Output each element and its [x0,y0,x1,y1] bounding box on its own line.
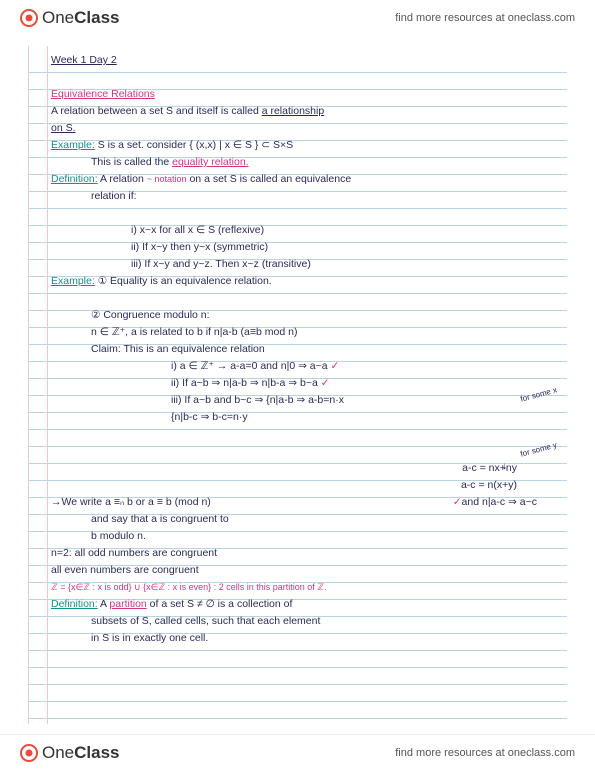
footer-tagline[interactable]: find more resources at oneclass.com [395,747,575,759]
text: ① Equality is an equivalence relation. [95,275,272,287]
text: A [98,598,110,610]
example-label: Example: [51,275,95,287]
blank [51,69,557,86]
text: This is called the [91,156,172,168]
text: S is a set. consider { (x,x) | x ∈ S } ⊂… [95,139,293,151]
section-title: Equivalence Relations [51,88,155,100]
definition-label: Definition: [51,598,98,610]
text-pink: partition [109,598,146,610]
header: OneClass find more resources at oneclass… [0,0,595,36]
congruence-title: ② Congruence modulo n: [51,307,557,324]
logo[interactable]: OneClass [20,8,120,28]
check-icon: ✓ [453,494,462,511]
logo-icon [20,9,38,27]
text: n=2: all odd numbers are congruent [51,545,557,562]
check-icon: ✓ [331,360,340,372]
rule-reflexive: i) x~x for all x ∈ S (reflexive) [51,222,557,239]
rule-symmetric: ii) If x~y then y~x (symmetric) [51,239,557,256]
proof-iii-b: {n|b-c ⇒ b-c=n·y [171,411,248,423]
proof-iii: iii) If a~b and b~c ⇒ {n|a-b ⇒ a-b=n·x [51,392,557,409]
logo-text-class: Class [74,8,119,28]
text: A relation [98,173,144,185]
notes-paper: Week 1 Day 2 Equivalence Relations A rel… [28,46,567,724]
text: n ∈ ℤ⁺, a is related to b if n|a-b (a≡b … [51,324,557,341]
logo-text-one: One [42,8,74,28]
result: a-c = n(x+y) [51,477,557,494]
text: b modulo n. [51,528,557,545]
partition-z: ℤ = {x∈ℤ : x is odd} ∪ {x∈ℤ : x is even}… [51,579,557,596]
text: of a set S ≠ ∅ is a collection of [147,598,293,610]
note-heading: Week 1 Day 2 [51,52,557,69]
logo-icon [20,744,38,762]
result: and n|a-c ⇒ a~c [462,494,557,511]
example-label: Example: [51,139,95,151]
header-tagline[interactable]: find more resources at oneclass.com [395,12,575,24]
blank [51,443,557,460]
arrow-glyph: ↓ [502,460,507,474]
text: relation if: [51,188,557,205]
write-line: →We write a ≡ₙ b or a ≡ b (mod n) [51,496,211,508]
text: and say that a is congruent to [51,511,557,528]
claim: Claim: This is an equivalence relation [51,341,557,358]
text: all even numbers are congruent [51,562,557,579]
proof-ii: ii) If a~b ⇒ n|a-b ⇒ n|b-a ⇒ b~a [171,377,318,389]
text: in S is in exactly one cell. [51,630,557,647]
text-underline: a relationship [262,105,324,117]
text-underline: on S. [51,122,76,134]
definition-label: Definition: [51,173,98,185]
footer-logo[interactable]: OneClass [20,743,120,763]
blank [51,290,557,307]
notation-note: ~ notation [147,174,187,184]
result: a-c = nx+ny [51,460,557,477]
footer: OneClass find more resources at oneclass… [0,734,595,770]
logo-text-one: One [42,743,74,763]
arrow-down-icon: ↓ [502,460,507,474]
rule-transitive: iii) If x~y and y~z. Then x~z (transitiv… [51,256,557,273]
text-pink: equality relation. [172,156,248,168]
proof-i: i) a ∈ ℤ⁺ → a-a=0 and n|0 ⇒ a~a [171,360,328,372]
text: A relation between a set S and itself is… [51,105,262,117]
blank [51,205,557,222]
logo-text-class: Class [74,743,119,763]
text: subsets of S, called cells, such that ea… [51,613,557,630]
text: on a set S is called an equivalence [189,173,351,185]
check-icon: ✓ [321,377,330,389]
blank [51,426,557,443]
